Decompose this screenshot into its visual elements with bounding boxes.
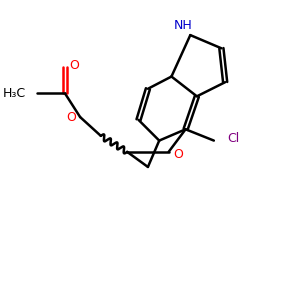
Text: Cl: Cl (227, 132, 239, 145)
Text: NH: NH (173, 19, 192, 32)
Text: H₃C: H₃C (2, 87, 26, 100)
Text: O: O (66, 110, 76, 124)
Text: O: O (70, 59, 80, 72)
Text: O: O (173, 148, 183, 161)
